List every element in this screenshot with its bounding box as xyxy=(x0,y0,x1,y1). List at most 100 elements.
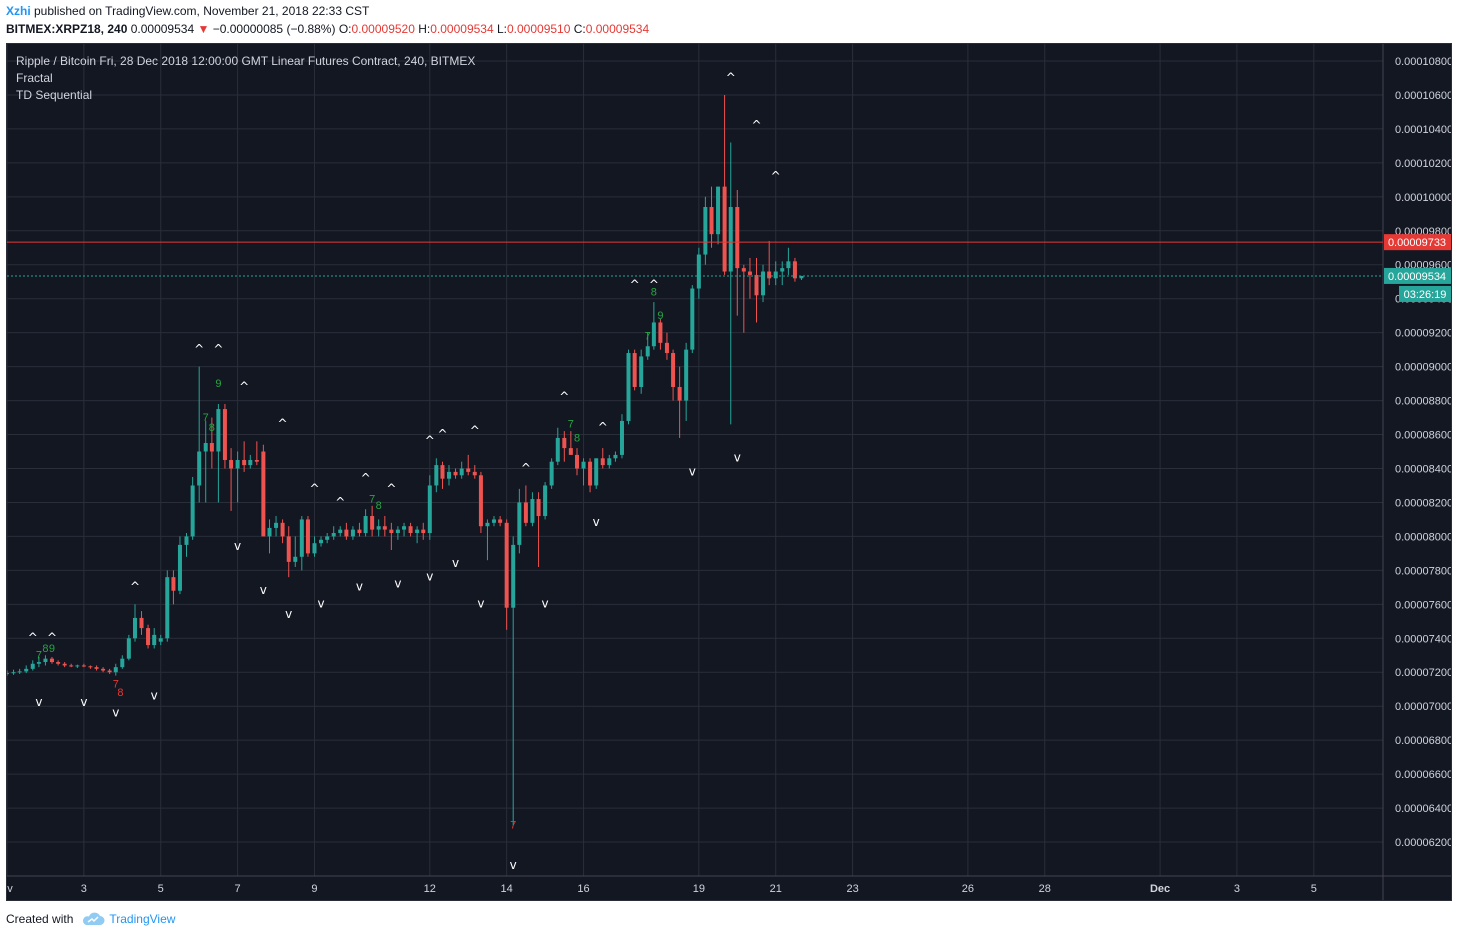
candle-body xyxy=(472,471,477,476)
candle-body xyxy=(619,420,624,455)
candle-body xyxy=(370,516,375,530)
fractal-down-marker: v xyxy=(734,451,741,465)
tradingview-link[interactable]: TradingView xyxy=(81,912,175,926)
published-text: published on TradingView.com, November 2… xyxy=(30,4,370,18)
candle-body xyxy=(415,529,420,534)
y-tick-label: 0.00008600 xyxy=(1395,430,1451,442)
candle-body xyxy=(267,527,272,537)
candle-body xyxy=(235,460,240,469)
candle-body xyxy=(36,662,41,664)
candle-body xyxy=(491,519,496,523)
candle-body xyxy=(594,458,599,486)
chart-canvas[interactable]: 0.00010800 0.00010600 0.00010400 0.00010200… xyxy=(7,44,1451,900)
candle-body xyxy=(107,670,112,673)
candle-body xyxy=(24,668,29,672)
candle-body xyxy=(229,460,234,469)
y-tick-label: 0.00009000 xyxy=(1395,362,1451,374)
candle-body xyxy=(152,634,157,646)
candle-body xyxy=(690,288,695,350)
candle-body xyxy=(344,529,349,537)
candle-body xyxy=(696,254,701,289)
open-value: 0.00009520 xyxy=(351,22,415,36)
created-with-label: Created with xyxy=(6,912,74,926)
y-tick-label: 0.00007600 xyxy=(1395,599,1451,611)
candle-body xyxy=(158,638,163,642)
candle-body xyxy=(312,543,317,554)
td-sequential-label: 7 xyxy=(510,819,516,831)
x-tick-label: 26 xyxy=(962,883,974,895)
candle-body xyxy=(395,529,400,534)
fractal-up-marker: ^ xyxy=(751,118,761,132)
author-link[interactable]: Xzhi xyxy=(6,4,31,18)
candle-body xyxy=(511,544,516,608)
candle-body xyxy=(81,665,86,667)
candle-body xyxy=(49,658,54,663)
fractal-down-marker: v xyxy=(356,580,363,594)
indicator-fractal[interactable]: Fractal xyxy=(16,71,53,85)
td-sequential-label: 8 xyxy=(651,286,657,298)
candle-body xyxy=(17,671,22,673)
candle-body xyxy=(581,461,586,469)
fractal-up-marker: ^ xyxy=(278,417,288,431)
candle-body xyxy=(780,268,785,272)
fractal-down-marker: v xyxy=(452,556,459,570)
candle-body xyxy=(331,533,336,537)
candle-body xyxy=(485,522,490,527)
candle-body xyxy=(325,536,330,540)
y-tick-label: 0.00007400 xyxy=(1395,633,1451,645)
chart-panel[interactable]: 0.00010800 0.00010600 0.00010400 0.00010200… xyxy=(6,43,1452,901)
candle-body xyxy=(434,465,439,486)
candle-body xyxy=(607,458,612,466)
td-sequential-label: 7 xyxy=(645,330,651,342)
fractal-up-marker: ^ xyxy=(649,278,659,292)
candle-body xyxy=(7,673,9,675)
y-tick-label: 0.00008800 xyxy=(1395,396,1451,408)
fractal-down-marker: v xyxy=(285,607,292,621)
y-tick-label: 0.00010800 xyxy=(1395,56,1451,68)
td-sequential-label: 8 xyxy=(209,422,215,434)
candle-body xyxy=(761,271,766,296)
x-tick-label: ov xyxy=(7,883,13,895)
countdown-tag-bg xyxy=(1399,285,1451,302)
x-tick-label: 3 xyxy=(1234,883,1240,895)
candle-body xyxy=(389,529,394,534)
x-tick-label: 5 xyxy=(158,883,164,895)
fractal-down-marker: v xyxy=(260,583,267,597)
y-tick-label: 0.00010600 xyxy=(1395,90,1451,102)
fractal-up-marker: ^ xyxy=(386,481,396,495)
candle-body xyxy=(184,536,189,545)
candle-body xyxy=(261,451,266,537)
y-tick-label: 0.00008200 xyxy=(1395,497,1451,509)
y-tick-label: 0.00010000 xyxy=(1395,192,1451,204)
countdown-label: 03:26:19 xyxy=(1404,289,1447,301)
candle-body xyxy=(248,460,253,466)
fractal-down-marker: v xyxy=(689,464,696,478)
td-sequential-label: 7 xyxy=(369,493,375,505)
td-sequential-label: 7 xyxy=(113,679,119,691)
candle-body xyxy=(165,577,170,639)
candle-body xyxy=(767,271,772,279)
fractal-down-marker: v xyxy=(234,539,241,553)
candle-body xyxy=(363,516,368,534)
candle-body xyxy=(799,275,804,279)
chart-title: Ripple / Bitcoin Fri, 28 Dec 2018 12:00:… xyxy=(16,54,476,68)
candle-body xyxy=(171,577,176,591)
fractal-down-marker: v xyxy=(151,688,158,702)
candle-body xyxy=(600,458,605,466)
candle-body xyxy=(709,207,714,235)
candle-body xyxy=(376,526,381,530)
candle-body xyxy=(203,443,208,452)
candle-body xyxy=(113,667,118,673)
candle-body xyxy=(75,665,80,667)
x-tick-label: 3 xyxy=(81,883,87,895)
candle-body xyxy=(299,519,304,557)
candle-body xyxy=(209,443,214,452)
td-sequential-label: 9 xyxy=(49,643,55,655)
fractal-up-marker: ^ xyxy=(425,434,435,448)
indicator-td-sequential[interactable]: TD Sequential xyxy=(16,88,93,102)
x-tick-label: 21 xyxy=(770,883,782,895)
fractal-up-marker: ^ xyxy=(194,342,204,356)
candle-body xyxy=(197,451,202,486)
td-sequential-label: 9 xyxy=(657,310,663,322)
td-sequential-label: 7 xyxy=(36,650,42,662)
